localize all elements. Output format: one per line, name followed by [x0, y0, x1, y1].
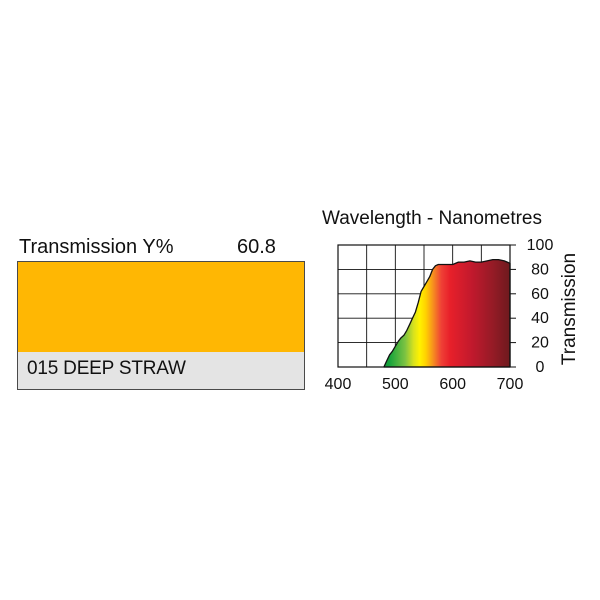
x-axis-ticks: 400 500 600 700	[325, 376, 524, 393]
transmission-area	[383, 258, 511, 368]
chart-title: Wavelength - Nanometres	[322, 208, 542, 229]
filter-name-box: 015 DEEP STRAW	[17, 352, 305, 390]
y-tick-label: 0	[536, 359, 545, 376]
x-tick-label: 400	[325, 376, 352, 393]
y-tick-label: 40	[531, 310, 549, 327]
y-axis-ticks: 0 20 40 60 80 100	[510, 237, 553, 376]
transmission-chart: Wavelength - Nanometres 400 500 600 700 0 20…	[322, 208, 580, 393]
x-tick-label: 500	[382, 376, 409, 393]
color-swatch	[17, 261, 305, 354]
y-tick-label: 60	[531, 286, 549, 303]
chart-frame	[337, 244, 511, 368]
y-axis-label: Transmission	[559, 253, 580, 365]
transmission-value: 60.8	[237, 236, 276, 258]
x-tick-label: 600	[439, 376, 466, 393]
filter-name: 015 DEEP STRAW	[27, 358, 186, 379]
y-tick-label: 20	[531, 335, 549, 352]
transmission-label: Transmission Y%	[19, 236, 174, 258]
y-tick-label: 80	[531, 261, 549, 278]
x-tick-label: 700	[497, 376, 524, 393]
y-tick-label: 100	[527, 237, 554, 254]
